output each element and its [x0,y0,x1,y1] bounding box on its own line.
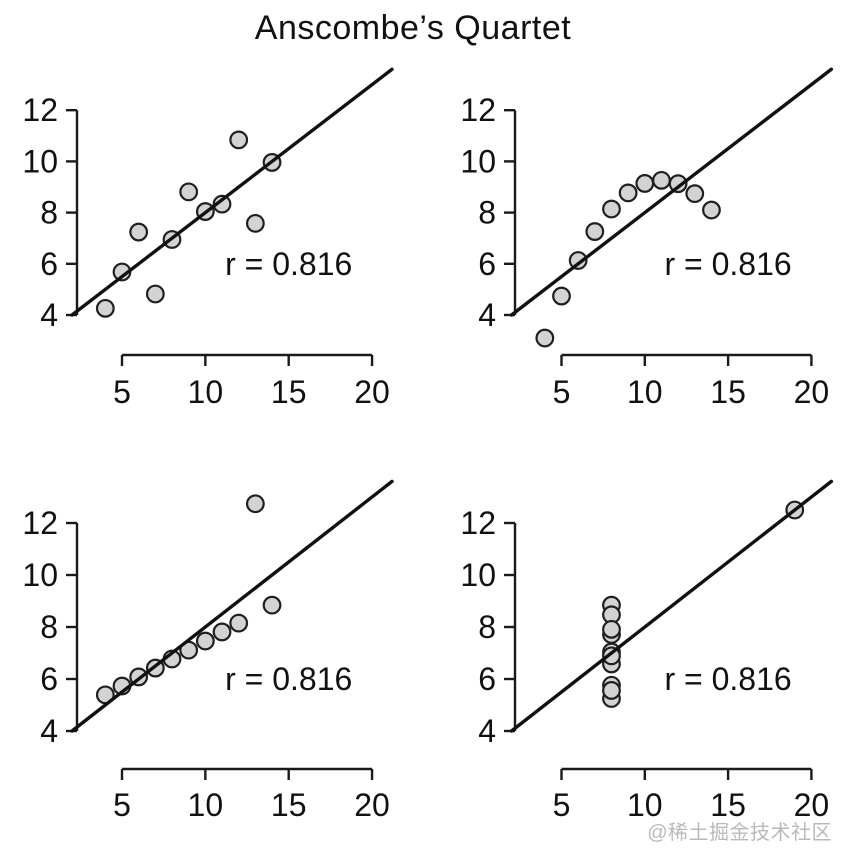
data-point [245,213,265,233]
data-point [229,130,249,150]
y-tick-label: 12 [22,92,58,128]
data-point [585,222,605,241]
correlation-label: r = 0.816 [225,661,352,697]
y-tick-label: 8 [40,609,58,645]
x-tick-label: 5 [553,374,571,410]
x-tick-label: 15 [271,374,307,410]
y-tick-label: 10 [22,143,58,179]
x-tick-label: 10 [627,374,663,410]
data-point [552,286,571,306]
x-tick-label: 5 [553,787,571,823]
x-tick-label: 20 [354,787,390,823]
y-tick-label: 10 [460,557,496,593]
y-tick-label: 12 [460,92,496,128]
x-tick-label: 5 [113,374,131,410]
y-tick-label: 6 [478,246,496,282]
data-point [635,174,655,193]
y-tick-label: 4 [478,713,496,749]
data-point [535,328,555,348]
x-tick-label: 20 [794,787,830,823]
data-point [652,170,671,190]
x-tick-label: 15 [710,787,746,823]
y-tick-label: 8 [478,195,496,231]
panel-bottom-right: 4 6 8 10 12 5 10 15 20 r = 0.816 [460,479,834,823]
data-point [668,174,688,194]
panel-bottom-left: 4 6 8 10 12 5 10 15 20 r = 0.816 [22,479,394,823]
panel-top-left: 4 6 8 10 12 5 10 15 20 r = 0.816 [22,67,394,410]
y-tick-label: 4 [478,297,496,333]
x-tick-label: 15 [710,374,746,410]
data-point [602,681,621,700]
data-point [568,251,588,270]
y-tick-label: 4 [40,297,58,333]
x-tick-label: 20 [794,374,830,410]
correlation-label: r = 0.816 [225,246,352,282]
y-tick-label: 10 [460,143,496,179]
correlation-label: r = 0.816 [664,661,791,697]
data-point [685,184,705,204]
regression-line [70,67,394,317]
data-point [129,222,149,242]
y-tick-label: 12 [460,505,496,541]
regression-line [70,479,394,733]
y-tick-label: 6 [40,661,58,697]
x-tick-label: 10 [627,787,663,823]
x-tick-label: 15 [271,787,307,823]
x-tick-label: 20 [354,374,390,410]
data-point [145,284,165,304]
data-point [702,200,721,220]
data-point [229,613,249,633]
y-tick-label: 4 [40,713,58,749]
x-tick-label: 10 [188,374,224,410]
regression-line [509,479,834,733]
y-tick-label: 12 [22,505,58,541]
regression-line [509,67,834,317]
data-point [245,494,265,514]
panel-top-right: 4 6 8 10 12 5 10 15 20 r = 0.816 [460,67,834,410]
x-tick-label: 5 [113,787,131,823]
watermark-text: @稀土掘金技术社区 [647,822,832,844]
data-point [195,631,215,651]
data-point [179,182,199,202]
data-point [262,595,282,615]
data-point [602,619,621,639]
y-tick-label: 8 [40,195,58,231]
figure-title: Anscombe’s Quartet [254,9,572,47]
data-point [618,183,638,203]
data-point [212,622,232,642]
y-tick-label: 6 [478,661,496,697]
data-point [95,298,115,318]
y-tick-label: 10 [22,557,58,593]
y-tick-label: 8 [478,609,496,645]
x-tick-label: 10 [188,787,224,823]
correlation-label: r = 0.816 [664,246,791,282]
data-point [602,199,621,219]
y-tick-label: 6 [40,246,58,282]
